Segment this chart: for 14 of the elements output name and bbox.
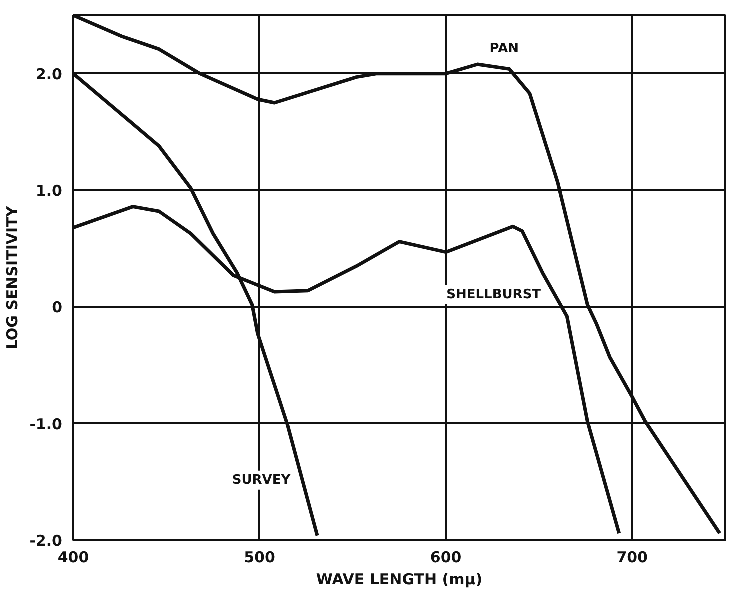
y-tick-label: -2.0 (30, 532, 63, 550)
y-axis-title: LOG SENSITIVITY (4, 205, 22, 350)
y-tick-label: 2.0 (36, 65, 63, 84)
y-tick-label: 0 (52, 298, 62, 317)
series-label: SHELLBURST (446, 287, 542, 302)
x-tick-label: 600 (430, 548, 462, 566)
x-tick-label: 700 (616, 548, 648, 566)
series-label: PAN (490, 42, 520, 56)
x-axis-title: WAVE LENGTH (mμ) (316, 570, 483, 588)
y-tick-label: 1.0 (36, 182, 63, 200)
series-label: SURVEY (232, 472, 292, 488)
x-tick-label: 400 (58, 548, 90, 566)
x-tick-label: 500 (244, 548, 276, 566)
y-tick-label: -1.0 (30, 415, 63, 434)
